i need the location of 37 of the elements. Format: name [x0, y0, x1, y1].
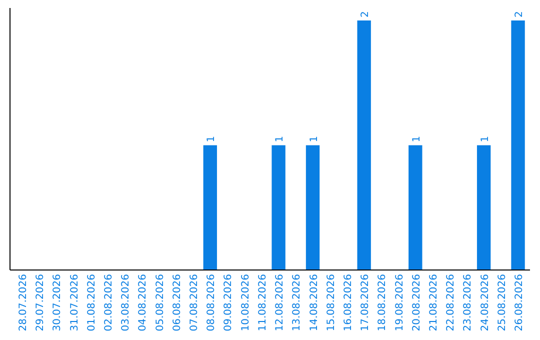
x-tick-label: 29.07.2026	[35, 274, 46, 332]
x-tick-label: 10.08.2026	[240, 274, 252, 332]
x-tick-label: 23.08.2026	[462, 274, 474, 332]
x-tick-label: 13.08.2026	[292, 274, 303, 332]
x-tick-label: 24.08.2026	[480, 274, 491, 332]
x-tick-label: 02.08.2026	[104, 274, 114, 332]
x-tick-label: 11.08.2026	[257, 274, 268, 332]
data-label: 1	[480, 136, 491, 142]
x-tick-label: 04.08.2026	[138, 274, 149, 332]
data-label: 1	[411, 136, 422, 142]
x-tick-label: 15.08.2026	[326, 274, 337, 332]
x-tick-label: 14.08.2026	[308, 274, 320, 332]
x-tick-label: 06.08.2026	[172, 274, 183, 332]
x-tick-label: 31.07.2026	[69, 274, 80, 332]
x-tick-label: 26.08.2026	[514, 274, 526, 332]
data-label: 2	[360, 11, 372, 18]
x-tick-label: 12.08.2026	[274, 274, 286, 332]
x-tick-label: 22.08.2026	[446, 274, 457, 332]
x-tick-label: 20.08.2026	[411, 274, 422, 332]
x-tick-label: 17.08.2026	[360, 274, 372, 332]
x-tick-label: 18.08.2026	[377, 274, 388, 332]
x-tick-label: 19.08.2026	[394, 274, 406, 332]
data-label: 2	[514, 11, 526, 18]
x-tick-label: 01.08.2026	[86, 274, 98, 332]
x-tick-label: 08.08.2026	[206, 274, 218, 332]
data-label: 1	[274, 136, 286, 142]
x-tick-label: 07.08.2026	[189, 274, 200, 332]
x-tick-label: 05.08.2026	[154, 274, 166, 332]
x-tick-label: 30.07.2026	[52, 274, 64, 332]
data-label: 1	[206, 136, 218, 142]
data-label: 1	[308, 136, 320, 142]
x-tick-label: 25.08.2026	[496, 274, 508, 332]
x-tick-label: 16.08.2026	[342, 274, 354, 332]
x-tick-label: 03.08.2026	[120, 274, 132, 332]
x-tick-label: 09.08.2026	[223, 274, 234, 332]
x-tick-label: 21.08.2026	[428, 274, 440, 332]
x-tick-label: 28.07.2026	[18, 274, 29, 332]
